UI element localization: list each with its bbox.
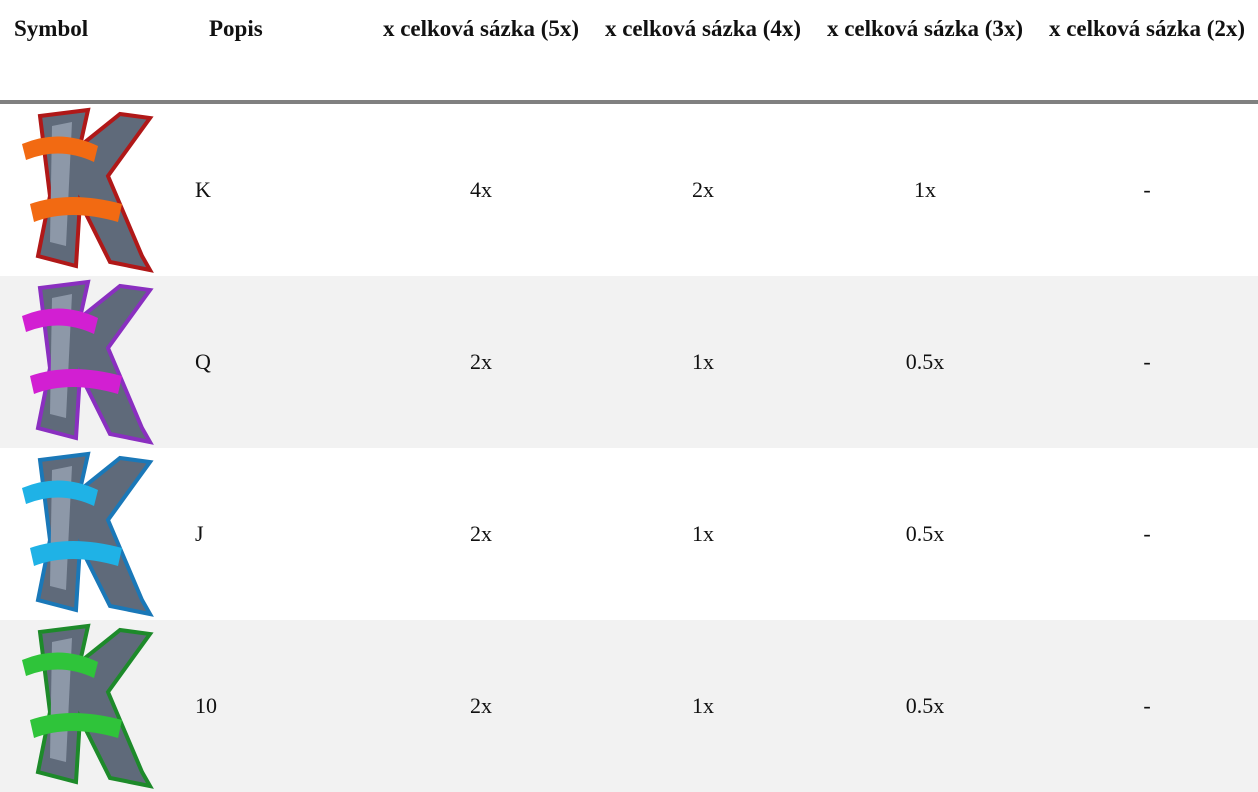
description-cell: K	[195, 102, 370, 276]
symbol-cell	[0, 102, 195, 276]
payout-cell: 1x	[592, 620, 814, 792]
payout-cell: -	[1036, 276, 1258, 448]
symbol-icon	[10, 450, 160, 618]
symbol-icon	[10, 278, 160, 446]
header-cell: x celková sázka (2x)	[1036, 0, 1258, 102]
payout-cell: 2x	[592, 102, 814, 276]
payout-cell: 0.5x	[814, 448, 1036, 620]
description-cell: Q	[195, 276, 370, 448]
header-cell: Symbol	[0, 0, 195, 102]
payout-cell: 4x	[370, 102, 592, 276]
header-cell: x celková sázka (5x)	[370, 0, 592, 102]
payout-cell: 2x	[370, 276, 592, 448]
payout-cell: 0.5x	[814, 620, 1036, 792]
description-cell: 10	[195, 620, 370, 792]
payout-cell: -	[1036, 620, 1258, 792]
symbol-cell	[0, 620, 195, 792]
payout-cell: -	[1036, 448, 1258, 620]
payout-cell: 1x	[592, 276, 814, 448]
symbol-cell	[0, 448, 195, 620]
symbol-cell	[0, 276, 195, 448]
payout-cell: 2x	[370, 448, 592, 620]
header-cell: x celková sázka (3x)	[814, 0, 1036, 102]
paytable: SymbolPopisx celková sázka (5x)x celková…	[0, 0, 1258, 792]
payout-cell: -	[1036, 102, 1258, 276]
symbol-icon	[10, 622, 160, 790]
page: SymbolPopisx celková sázka (5x)x celková…	[0, 0, 1258, 771]
payout-cell: 2x	[370, 620, 592, 792]
header-cell: x celková sázka (4x)	[592, 0, 814, 102]
payout-cell: 0.5x	[814, 276, 1036, 448]
payout-cell: 1x	[814, 102, 1036, 276]
payout-cell: 1x	[592, 448, 814, 620]
symbol-icon	[10, 106, 160, 274]
header-cell: Popis	[195, 0, 370, 102]
description-cell: J	[195, 448, 370, 620]
